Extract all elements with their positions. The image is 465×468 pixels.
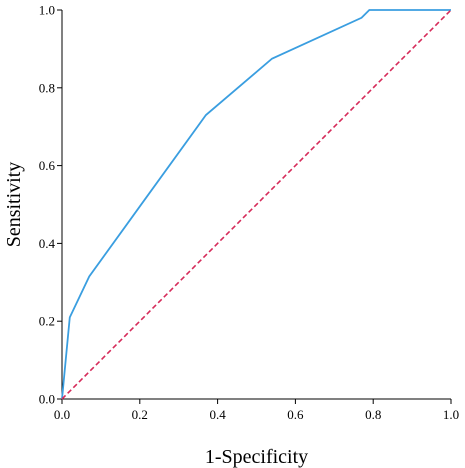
y-tick-label: 0.2 bbox=[39, 314, 55, 329]
y-tick-label: 0.4 bbox=[39, 236, 56, 251]
x-tick-label: 0.8 bbox=[365, 407, 381, 422]
x-tick-label: 0.4 bbox=[209, 407, 226, 422]
y-tick-label: 1.0 bbox=[39, 3, 55, 18]
x-tick-label: 1.0 bbox=[443, 407, 459, 422]
x-ticks: 0.0 0.2 0.4 0.6 0.8 1.0 bbox=[54, 399, 459, 422]
y-tick-label: 0.8 bbox=[39, 80, 55, 95]
y-ticks: 0.0 0.2 0.4 0.6 0.8 1.0 bbox=[39, 3, 62, 407]
reference-line bbox=[61, 9, 452, 400]
y-tick-label: 0.6 bbox=[39, 158, 56, 173]
series-layer bbox=[61, 9, 452, 400]
y-axis-title: Sensitivity bbox=[3, 162, 25, 248]
x-tick-label: 0.2 bbox=[132, 407, 148, 422]
x-axis-title: 1-Specificity bbox=[205, 446, 308, 468]
x-tick-label: 0.0 bbox=[54, 407, 70, 422]
roc-curve bbox=[61, 9, 451, 400]
x-tick-label: 0.6 bbox=[287, 407, 304, 422]
axes bbox=[61, 10, 451, 400]
y-tick-label: 0.0 bbox=[39, 392, 55, 407]
